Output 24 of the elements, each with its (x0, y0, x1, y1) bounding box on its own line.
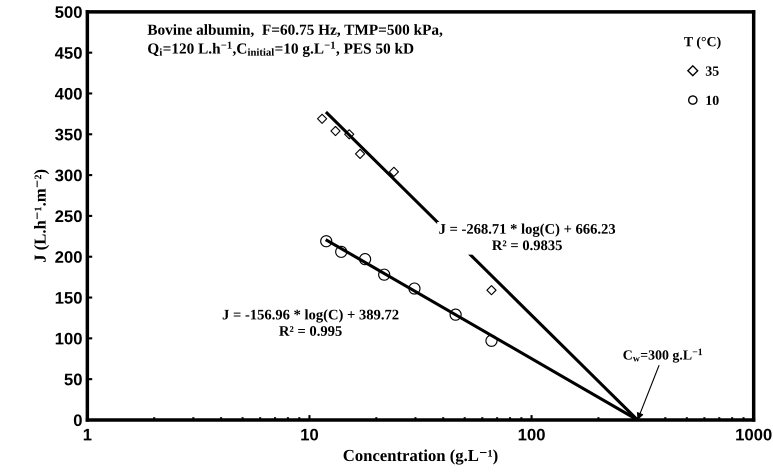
legend-label: 35 (706, 66, 719, 76)
y-tick-label: 100 (56, 332, 82, 345)
annotation: J = -268.71 * log(C) + 666.23 R² = 0.9835 (439, 224, 616, 250)
x-axis-title: Concentration (g.L⁻¹) (344, 449, 498, 465)
y-tick-label: 150 (56, 292, 82, 304)
y-tick-label: 300 (55, 169, 82, 182)
legend-title: T (°C) (684, 36, 721, 50)
y-axis-title: J (L.h⁻¹.m⁻²) (34, 170, 50, 262)
y-tick-label: 450 (54, 47, 82, 59)
text: Bovine albumin, F=60.75 Hz, TMP=500 kPa, Q$_{i}$=120 L.h$^{−1}$,C$_{initial}$=10 g.L$^{−1}$, PES 50 kD (148, 24, 442, 57)
annotation: J = -156.96 * log(C) + 389.72 R² = 0.995 (222, 309, 398, 336)
annotation: C$_{w}$=300 g.L$^{−1}$ (623, 348, 702, 363)
y-tick-label: 50 (64, 374, 82, 386)
y-tick-label: 250 (55, 210, 82, 222)
y-tick-label: 350 (55, 128, 82, 141)
y-tick-label: 500 (55, 6, 82, 18)
legend-label: 10 (706, 96, 719, 106)
x-tick-label: 100 (518, 428, 545, 441)
y-tick-label: 200 (55, 251, 82, 263)
x-tick-label: 1 (84, 428, 92, 440)
y-tick-label: 400 (54, 88, 82, 100)
x-tick-label: 10 (301, 428, 318, 441)
x-tick-label: 1000 (736, 428, 772, 441)
y-tick-label: 0 (74, 414, 82, 426)
